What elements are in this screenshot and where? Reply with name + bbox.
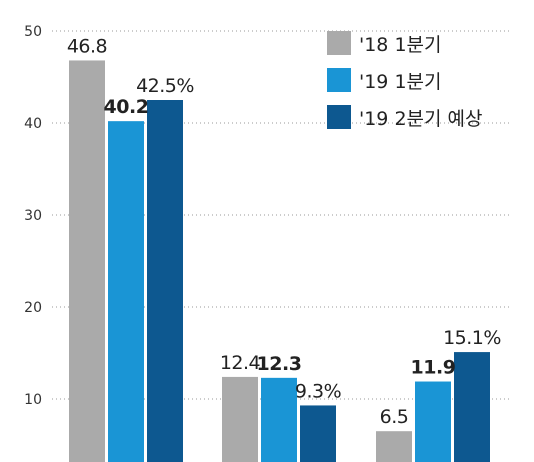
bar: [454, 352, 490, 462]
legend-label: '18 1분기: [359, 34, 442, 56]
data-label: 15.1%: [443, 327, 501, 349]
y-tick-label: 40: [24, 116, 42, 132]
y-tick-label: 30: [24, 208, 42, 224]
y-tick-label: 50: [24, 24, 42, 40]
data-label: 12.3: [257, 353, 302, 375]
bar: [261, 377, 297, 462]
data-label: 46.8: [67, 35, 107, 57]
legend-swatch: [327, 105, 351, 129]
bar: [222, 376, 258, 462]
bar: [300, 405, 336, 462]
y-tick-label: 10: [24, 392, 42, 408]
legend-swatch: [327, 68, 351, 92]
bars: [69, 60, 490, 462]
legend-label: '19 1분기: [359, 71, 442, 93]
y-axis-ticks: 10 20 30 40 50: [24, 24, 42, 408]
bar: [415, 381, 451, 462]
data-label: 42.5%: [136, 75, 194, 97]
data-label: 11.9: [411, 357, 456, 379]
y-tick-label: 20: [24, 300, 42, 316]
legend: '18 1분기 '19 1분기 '19 2분기 예상: [327, 31, 483, 130]
legend-label: '19 2분기 예상: [359, 108, 483, 130]
data-labels: 46.8 12.4 6.5 40.2 12.3 11.9 42.5% 9.3% 15.1%: [67, 35, 502, 428]
bar: [147, 100, 183, 462]
data-label: 6.5: [380, 406, 409, 428]
data-label: 12.4: [220, 352, 261, 374]
legend-swatch: [327, 31, 351, 55]
bar: [69, 60, 105, 462]
data-label: 40.2: [104, 96, 149, 118]
bar: [376, 431, 412, 462]
bar: [108, 121, 144, 462]
data-label: 9.3%: [295, 380, 341, 402]
